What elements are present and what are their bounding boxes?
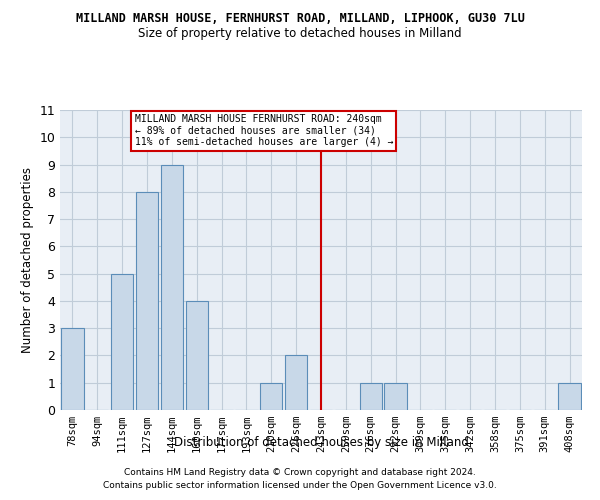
Bar bbox=[285, 356, 307, 410]
Bar bbox=[359, 382, 382, 410]
Bar bbox=[559, 382, 581, 410]
Bar bbox=[61, 328, 83, 410]
Bar bbox=[260, 382, 283, 410]
Text: Size of property relative to detached houses in Milland: Size of property relative to detached ho… bbox=[138, 28, 462, 40]
Bar bbox=[111, 274, 133, 410]
Text: Contains public sector information licensed under the Open Government Licence v3: Contains public sector information licen… bbox=[103, 482, 497, 490]
Bar bbox=[185, 301, 208, 410]
Y-axis label: Number of detached properties: Number of detached properties bbox=[21, 167, 34, 353]
Text: Distribution of detached houses by size in Milland: Distribution of detached houses by size … bbox=[173, 436, 469, 449]
Text: Contains HM Land Registry data © Crown copyright and database right 2024.: Contains HM Land Registry data © Crown c… bbox=[124, 468, 476, 477]
Bar bbox=[161, 164, 183, 410]
Text: MILLAND MARSH HOUSE FERNHURST ROAD: 240sqm
← 89% of detached houses are smaller : MILLAND MARSH HOUSE FERNHURST ROAD: 240s… bbox=[134, 114, 393, 148]
Bar bbox=[136, 192, 158, 410]
Bar bbox=[385, 382, 407, 410]
Text: MILLAND MARSH HOUSE, FERNHURST ROAD, MILLAND, LIPHOOK, GU30 7LU: MILLAND MARSH HOUSE, FERNHURST ROAD, MIL… bbox=[76, 12, 524, 26]
